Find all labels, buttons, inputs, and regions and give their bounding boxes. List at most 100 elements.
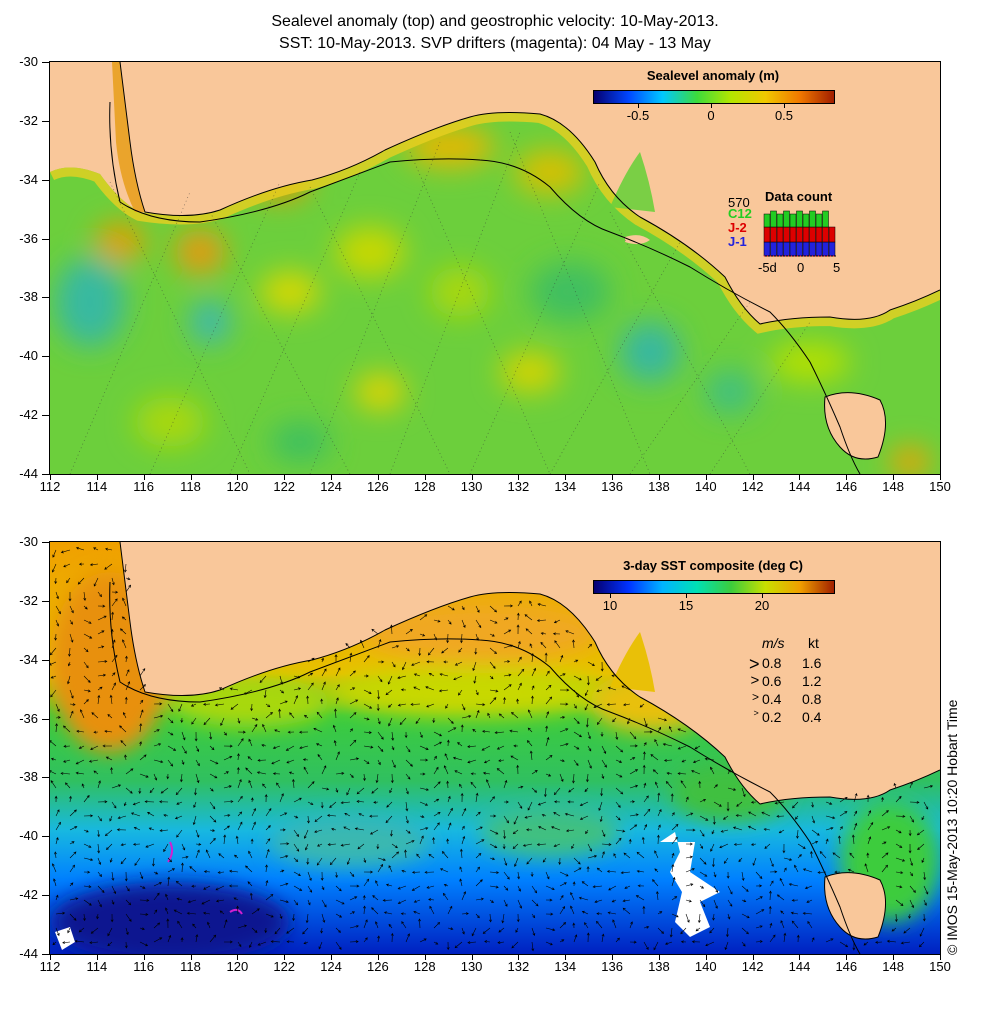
velocity-vector [459,783,463,789]
velocity-vector [83,689,91,693]
data-count-bar-segment [783,210,790,228]
velocity-vector [83,619,92,624]
lon-label: 148 [882,479,904,494]
velocity-vector [529,643,533,649]
velocity-vector [502,843,506,850]
velocity-vector [228,884,239,888]
velocity-vector [279,675,284,685]
lon-label: 130 [460,959,483,974]
velocity-vector [837,835,841,845]
lon-label: 138 [648,959,670,974]
data-count-bar-segment [815,213,823,228]
velocity-vector [461,891,467,901]
velocity-vector [209,829,216,832]
velocity-vector [83,647,89,653]
velocity-vector [223,800,234,803]
velocity-vector [443,660,449,664]
velocity-vector [375,773,379,784]
velocity-vector [419,745,429,751]
velocity-vector [307,801,314,805]
velocity-vector [452,756,463,761]
velocity-vector [601,843,612,846]
velocity-vector [78,927,85,933]
velocity-vector [565,630,575,635]
velocity-vector [257,941,267,946]
velocity-vector [587,759,592,769]
velocity-vector [685,868,695,873]
velocity-vector [545,927,556,932]
velocity-vector [316,711,323,719]
velocity-vector [251,908,260,915]
velocity-vector [811,829,820,836]
velocity-vector [671,896,678,901]
velocity-vector [654,850,659,859]
velocity-vector [165,893,169,901]
velocity-vector [509,729,519,733]
sla-map-graphic [50,62,940,474]
velocity-vector [475,703,486,707]
velocity-vector [139,871,144,880]
velocity-vector [220,717,225,727]
velocity-vector [214,703,225,707]
velocity-vector [189,866,197,873]
velocity-vector [54,633,58,641]
velocity-vector [517,656,522,663]
velocity-vector [503,604,514,608]
velocity-vector [335,899,345,905]
velocity-vector [489,661,496,669]
velocity-vector [895,885,903,889]
velocity-vector [895,899,904,906]
velocity-vector [893,782,897,789]
velocity-vector [410,702,421,706]
velocity-vector [53,878,57,887]
lon-label: 122 [273,479,296,494]
imos-credit: © IMOS 15-May-2013 10:20 Hobart Time [944,699,960,955]
velocity-vector [433,811,441,817]
velocity-vector [159,800,169,804]
velocity-vector [699,815,709,821]
velocity-vector [317,843,323,847]
velocity-vector [447,795,451,803]
velocity-vector [315,743,323,747]
velocity-vector [223,731,227,736]
velocity-vector [111,577,115,586]
velocity-vector [90,745,99,750]
lon-label: 146 [835,479,858,494]
velocity-vector [400,912,407,916]
velocity-vector [825,938,834,943]
velocity-vector [349,757,360,761]
velocity-vector [97,871,103,878]
velocity-vector [685,899,692,903]
velocity-vector [559,702,569,706]
velocity-vector [461,807,467,817]
velocity-vector [385,689,393,696]
velocity-vector [923,885,929,895]
velocity-vector [474,647,478,655]
velocity-vector [97,829,101,838]
velocity-vector [612,717,617,723]
data-count-bars [763,210,836,257]
velocity-vector [697,913,701,924]
velocity-vector [153,743,162,747]
velocity-vector [470,772,477,776]
velocity-vector [105,756,113,761]
lat-label: -44 [19,466,38,481]
velocity-vector [388,923,393,929]
velocity-vector [733,842,743,846]
velocity-vector [50,647,57,656]
velocity-vector [165,907,169,915]
velocity-vector [571,773,575,784]
velocity-vector [263,689,267,699]
velocity-vector [558,857,562,865]
velocity-vector [237,717,241,724]
velocity-vector [643,730,653,734]
velocity-vector [191,717,197,725]
sst-tick-10: 10 [602,598,618,613]
velocity-vector [559,773,564,782]
velocity-vector [401,921,407,929]
velocity-vector [531,667,536,677]
velocity-vector [388,717,393,727]
velocity-vector [811,840,819,845]
velocity-vector [218,853,225,859]
velocity-vector [559,882,567,887]
